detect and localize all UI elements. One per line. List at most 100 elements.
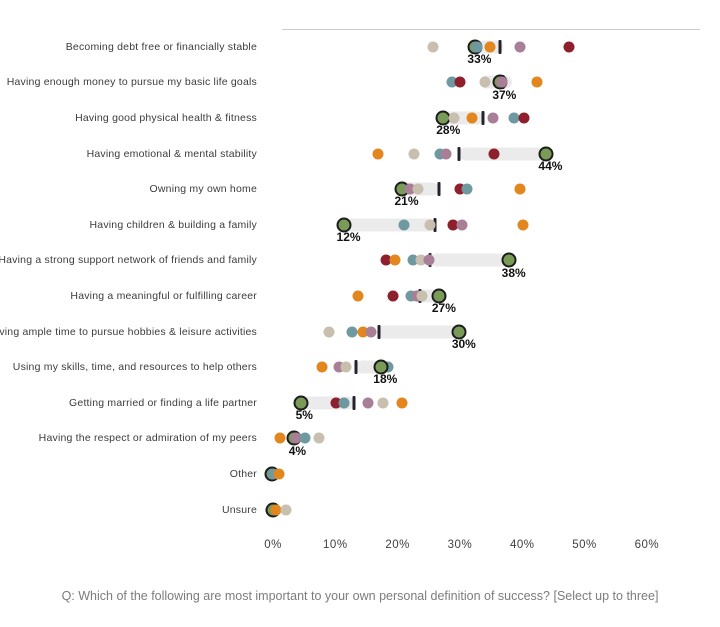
dot-beige: [448, 112, 460, 124]
chart-row: Becoming debt free or financially stable…: [0, 29, 720, 66]
dot-mauve: [456, 219, 468, 231]
category-label: Using my skills, time, and resources to …: [0, 349, 261, 385]
value-label: 4%: [288, 443, 307, 458]
chart-row: Owning my own home 21%: [0, 171, 720, 209]
dot-darkred: [454, 76, 466, 88]
category-label: Having enough money to pursue my basic l…: [0, 65, 261, 101]
dot-beige: [416, 290, 428, 302]
dot-teal: [471, 41, 483, 53]
dot-orange: [517, 219, 529, 231]
chart-row: Having a strong support network of frien…: [0, 243, 720, 280]
row-plot-area: [264, 456, 674, 492]
dot-mauve: [487, 112, 499, 124]
value-label: 5%: [295, 407, 313, 422]
category-label-text: Getting married or finding a life partne…: [69, 396, 257, 409]
dot-beige: [427, 41, 439, 53]
row-plot-area: 4%: [269, 421, 674, 458]
dot-beige: [323, 326, 335, 338]
category-label: Becoming debt free or financially stable: [0, 29, 261, 65]
dot-teal: [407, 254, 419, 266]
category-label-text: Other: [229, 467, 257, 480]
x-axis-tick-label: 50%: [572, 539, 597, 552]
dot-beige: [479, 76, 491, 88]
category-label: Owning my own home: [0, 171, 261, 207]
row-plot-area: 21%: [269, 171, 674, 209]
category-label: Having a meaningful or fulfilling career: [0, 278, 261, 314]
dot-darkred: [330, 397, 342, 409]
category-label-text: Having ample time to pursue hobbies & le…: [0, 325, 257, 338]
row-plot-area: 44%: [269, 136, 674, 173]
category-label-text: Having enough money to pursue my basic l…: [6, 76, 257, 89]
dot-beige: [415, 254, 427, 266]
x-axis: 0% 10% 20% 30% 40% 50% 60%: [264, 527, 678, 561]
x-axis-tick-label: 30%: [447, 539, 473, 552]
category-label-text: Having the respect or admiration of my p…: [38, 432, 257, 445]
category-label: Other: [0, 456, 261, 492]
dot-teal: [508, 112, 520, 124]
range-bar: [459, 147, 546, 161]
dot-darkred: [447, 219, 459, 231]
dot-beige: [280, 504, 292, 516]
chart-row: Having children & building a family 12%: [0, 207, 720, 244]
category-label: Having good physical health & fitness: [0, 100, 261, 136]
dot-beige: [424, 219, 436, 231]
dot-teal: [299, 432, 310, 444]
chart-row: Having the respect or admiration of my p…: [0, 421, 720, 458]
dot-teal: [446, 76, 458, 88]
chart-row: Other: [0, 456, 720, 492]
survey-question-caption: Q: Which of the following are most impor…: [61, 589, 659, 603]
dot-mauve: [496, 76, 508, 88]
group-tick-marker: [498, 39, 502, 54]
value-label: 27%: [431, 301, 456, 316]
row-plot-area: 5%: [269, 385, 674, 422]
dot-darkred: [387, 290, 399, 302]
range-bar: [429, 253, 509, 267]
dot-darkred: [380, 254, 392, 266]
dot-orange: [396, 397, 408, 409]
value-label: 12%: [336, 229, 361, 244]
chart-row: Using my skills, time, and resources to …: [0, 349, 720, 386]
chart-row: Having ample time to pursue hobbies & le…: [0, 314, 720, 351]
x-axis-tick-label: 10%: [323, 539, 348, 552]
dot-orange: [270, 504, 282, 516]
row-plot-area: [265, 492, 674, 528]
value-label: 21%: [394, 194, 419, 209]
dot-plot-chart: Becoming debt free or financially stable…: [0, 29, 720, 561]
row-plot-area: 33%: [269, 29, 674, 66]
dot-orange: [484, 41, 496, 53]
highlight-dot-green: [431, 288, 447, 304]
dot-mauve: [440, 148, 452, 160]
highlight-dot-green: [373, 359, 389, 375]
value-label: 38%: [501, 265, 526, 280]
category-label: Having the respect or admiration of my p…: [0, 421, 261, 457]
highlight-dot-green: [293, 395, 309, 411]
x-axis-tick-label: 20%: [385, 539, 410, 552]
category-label: Unsure: [0, 492, 261, 528]
dot-teal: [405, 290, 417, 302]
dot-orange: [531, 76, 543, 88]
chart-row: Having enough money to pursue my basic l…: [0, 65, 720, 102]
category-label: Having emotional & mental stability: [0, 136, 261, 172]
dot-orange: [372, 148, 384, 160]
dot-orange: [274, 432, 286, 444]
dot-teal: [338, 397, 350, 409]
category-label: Having a strong support network of frien…: [0, 243, 261, 279]
dot-beige: [377, 397, 389, 409]
group-tick-marker: [354, 360, 358, 375]
dot-mauve: [404, 183, 416, 195]
dot-mauve: [365, 326, 377, 338]
value-label: 37%: [492, 87, 517, 102]
value-label: 28%: [436, 123, 461, 138]
row-plot-area: 27%: [269, 278, 674, 316]
row-plot-area: 12%: [269, 207, 674, 244]
chart-row: Having good physical health & fitness 28%: [0, 100, 720, 138]
category-label-text: Using my skills, time, and resources to …: [12, 361, 257, 374]
dot-orange: [389, 254, 401, 266]
dot-darkred: [454, 183, 466, 195]
category-label-text: Owning my own home: [149, 183, 257, 196]
group-tick-marker: [457, 146, 461, 161]
dot-darkred: [563, 41, 575, 53]
dot-beige: [340, 361, 352, 373]
category-label-text: Becoming debt free or financially stable: [65, 40, 257, 53]
